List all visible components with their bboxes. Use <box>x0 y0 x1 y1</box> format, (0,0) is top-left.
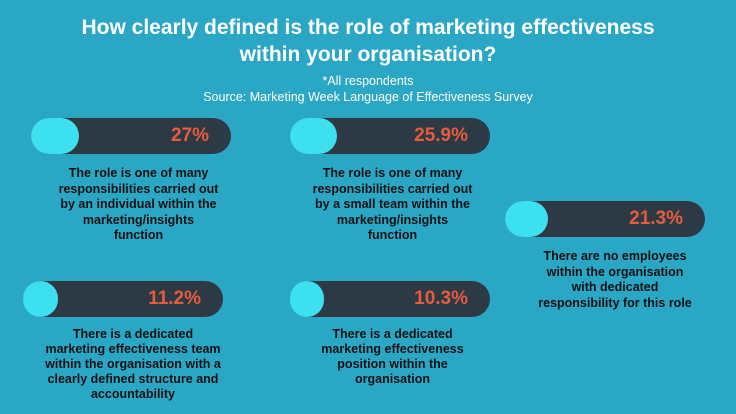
stat-pill: 21.3% <box>505 201 705 237</box>
stat-card-dedicated-team: 11.2% There is a dedicated marketing eff… <box>23 281 243 402</box>
desc-line: by an individual within the <box>60 197 217 211</box>
desc-line: responsibilities carried out <box>312 181 473 196</box>
desc-line: within the organisation with a <box>45 357 221 371</box>
desc-line: marketing/insights <box>336 212 449 227</box>
desc-line: The role is one of many <box>68 166 209 180</box>
desc-line: There is a dedicated <box>72 327 194 341</box>
stat-description: The role is one of many responsibilities… <box>290 166 495 244</box>
stat-card-individual: 27% The role is one of many responsibili… <box>31 118 246 244</box>
desc-line: position within the <box>337 357 448 371</box>
desc-line: responsibilities carried out <box>58 181 219 196</box>
stat-fill-bar <box>505 201 549 237</box>
desc-line: clearly defined structure and <box>47 372 219 386</box>
stat-description: There are no employees within the organi… <box>505 249 725 311</box>
desc-line: function <box>367 228 418 242</box>
desc-line: The role is one of many <box>322 166 463 180</box>
desc-line: marketing effectiveness <box>321 342 464 356</box>
desc-line: within the organisation <box>546 264 684 279</box>
desc-line: with dedicated <box>571 280 659 294</box>
stat-description: The role is one of many responsibilities… <box>31 166 246 244</box>
stat-card-dedicated-position: 10.3% There is a dedicated marketing eff… <box>290 281 495 387</box>
stat-pill: 27% <box>31 118 231 154</box>
desc-line: organisation <box>354 372 430 386</box>
stat-percent: 10.3% <box>414 288 468 309</box>
stat-card-no-employees: 21.3% There are no employees within the … <box>505 201 725 311</box>
desc-line: marketing/insights <box>82 212 195 227</box>
desc-line: There is a dedicated <box>332 327 453 341</box>
desc-line: function <box>113 228 164 242</box>
stat-pill: 10.3% <box>290 281 490 317</box>
stat-fill-bar <box>290 281 325 317</box>
desc-line: There are no employees <box>543 249 687 263</box>
chart-title-line2: within your organisation? <box>239 43 497 66</box>
chart-title-line1: How clearly defined is the role of marke… <box>81 16 655 39</box>
stat-percent: 25.9% <box>414 125 468 146</box>
stat-description: There is a dedicated marketing effective… <box>290 327 495 387</box>
desc-line: by a small team within the <box>315 197 470 211</box>
stat-pill: 11.2% <box>23 281 223 317</box>
stat-fill-bar <box>23 281 59 317</box>
stat-percent: 21.3% <box>629 208 683 229</box>
desc-line: marketing effectiveness team <box>45 342 221 356</box>
stat-percent: 11.2% <box>148 288 201 309</box>
chart-title: How clearly defined is the role of marke… <box>0 14 736 68</box>
stat-fill-bar <box>31 118 79 154</box>
stat-percent: 27% <box>170 125 209 146</box>
stat-description: There is a dedicated marketing effective… <box>23 327 243 402</box>
source-line: Source: Marketing Week Language of Effec… <box>203 90 533 104</box>
desc-line: responsibility for this role <box>538 295 692 310</box>
stat-card-small-team: 25.9% The role is one of many responsibi… <box>290 118 495 244</box>
stat-pill: 25.9% <box>290 118 490 154</box>
respondents-note: *All respondents <box>322 74 414 88</box>
stat-fill-bar <box>290 118 338 154</box>
desc-line: accountability <box>90 387 176 401</box>
